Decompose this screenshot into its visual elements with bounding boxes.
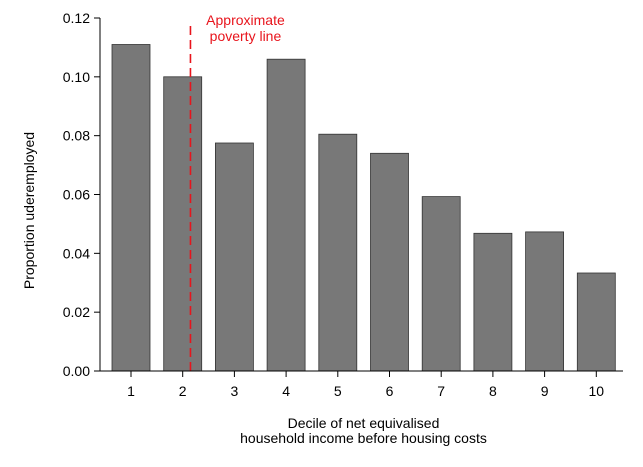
annotation-line-2: poverty line xyxy=(210,28,282,44)
bars-group xyxy=(111,44,616,372)
x-tick-label: 7 xyxy=(437,383,445,399)
y-tick-label: 0.12 xyxy=(63,10,90,26)
bar-decile-9 xyxy=(525,231,564,372)
bar-decile-6 xyxy=(370,152,409,372)
y-axis-title: Proportion uderemployed xyxy=(21,132,37,289)
x-tick-label: 1 xyxy=(127,383,135,399)
bar-decile-2 xyxy=(163,76,203,372)
y-tick-label: 0.00 xyxy=(63,363,90,379)
y-tick-label: 0.04 xyxy=(63,245,90,261)
bar-decile-4 xyxy=(266,58,306,372)
x-tick-label: 10 xyxy=(589,383,605,399)
bar-decile-3 xyxy=(214,142,254,372)
y-axis: 0.00 0.02 0.04 0.06 0.08 0.10 0.12 xyxy=(63,10,101,379)
y-tick-label: 0.06 xyxy=(63,187,90,203)
y-tick-label: 0.08 xyxy=(63,128,90,144)
bar-decile-8 xyxy=(473,232,513,372)
x-axis-title-line-2: household income before housing costs xyxy=(240,430,487,446)
annotation-line-1: Approximate xyxy=(206,12,285,28)
x-tick-label: 5 xyxy=(334,383,342,399)
bar-decile-5 xyxy=(318,133,358,372)
x-axis: 1 2 3 4 5 6 7 8 9 10 xyxy=(100,370,623,399)
bar-decile-1 xyxy=(111,44,151,372)
x-tick-label: 3 xyxy=(231,383,239,399)
bar-decile-10 xyxy=(576,272,616,372)
bar-decile-7 xyxy=(421,196,461,372)
x-tick-label: 2 xyxy=(179,383,187,399)
x-tick-label: 6 xyxy=(386,383,394,399)
x-tick-label: 4 xyxy=(282,383,290,399)
annotation-group: Approximate poverty line xyxy=(189,12,285,371)
y-tick-label: 0.10 xyxy=(63,69,90,85)
x-axis-title-line-1: Decile of net equivalised xyxy=(288,415,440,431)
x-tick-label: 9 xyxy=(541,383,549,399)
x-tick-label: 8 xyxy=(489,383,497,399)
y-tick-label: 0.02 xyxy=(63,304,90,320)
